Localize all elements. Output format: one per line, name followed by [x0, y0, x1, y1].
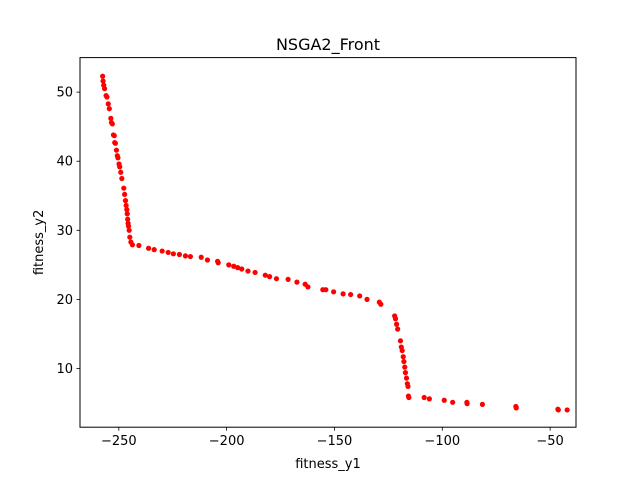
y-tick-label: 20	[56, 293, 73, 308]
y-tick-label: 50	[56, 86, 73, 101]
data-point	[204, 257, 211, 263]
data-point	[405, 383, 411, 390]
data-point	[323, 287, 329, 293]
data-point	[123, 202, 129, 209]
data-point	[273, 276, 280, 282]
data-point	[395, 326, 401, 332]
data-point	[151, 247, 157, 253]
data-point	[464, 401, 470, 407]
data-point	[479, 401, 486, 407]
data-point	[513, 405, 519, 411]
data-point	[402, 370, 409, 376]
data-point	[402, 364, 408, 370]
data-point	[159, 248, 165, 254]
data-point	[125, 216, 131, 222]
data-point	[564, 407, 570, 413]
data-point	[198, 254, 204, 260]
data-point	[111, 133, 117, 139]
data-point	[100, 78, 106, 84]
data-point	[403, 375, 410, 381]
x-tick-label: −200	[209, 434, 245, 449]
y-tick-label: 10	[56, 362, 73, 377]
data-point	[182, 253, 189, 259]
data-point	[450, 399, 456, 405]
data-point	[126, 227, 132, 233]
data-point	[421, 394, 427, 401]
data-point	[401, 358, 407, 365]
data-point	[108, 115, 114, 121]
data-point	[266, 274, 273, 280]
data-point	[426, 396, 432, 402]
data-point	[122, 191, 128, 197]
data-point	[121, 185, 127, 191]
data-point	[357, 293, 363, 299]
data-point	[124, 211, 130, 217]
data-point	[392, 316, 399, 322]
data-point	[245, 268, 251, 274]
data-point	[226, 262, 232, 268]
data-point	[305, 284, 311, 290]
data-point	[340, 291, 346, 297]
data-point	[115, 155, 121, 161]
y-tick-label: 40	[56, 155, 73, 170]
points-layer	[100, 73, 570, 413]
data-point	[400, 354, 406, 360]
data-point	[294, 279, 300, 285]
data-point	[399, 347, 405, 354]
data-point	[129, 242, 135, 248]
data-point	[555, 407, 561, 413]
data-point	[331, 289, 337, 295]
data-point	[348, 291, 354, 298]
data-point	[215, 260, 221, 266]
data-point	[136, 242, 142, 249]
y-axis-label: fitness_y2	[32, 210, 47, 276]
data-point	[262, 272, 268, 278]
data-point	[378, 301, 384, 307]
x-axis-label: fitness_y1	[295, 457, 361, 472]
data-point	[170, 251, 176, 257]
data-point	[393, 321, 400, 327]
x-tick-label: −150	[317, 434, 353, 449]
data-point	[104, 94, 110, 100]
data-point	[112, 140, 118, 146]
data-point	[176, 251, 183, 258]
data-point	[165, 249, 171, 256]
data-point	[187, 253, 194, 260]
y-axis-ticks: 10 20 30 40 50	[56, 86, 80, 377]
data-point	[145, 245, 152, 251]
data-point	[441, 397, 447, 403]
data-point	[124, 206, 130, 213]
data-point	[235, 265, 241, 271]
data-point	[406, 394, 412, 401]
data-point	[125, 223, 132, 229]
data-point	[109, 121, 115, 127]
data-point	[127, 234, 133, 240]
data-point	[113, 147, 120, 153]
data-point	[105, 101, 111, 107]
data-point	[397, 338, 404, 344]
x-axis-ticks: −250 −200 −150 −100 −50	[101, 427, 564, 449]
data-point	[118, 169, 124, 175]
plot-area	[80, 57, 576, 428]
x-tick-label: −50	[536, 434, 563, 449]
chart-title: NSGA2_Front	[276, 35, 380, 55]
x-tick-label: −100	[424, 434, 460, 449]
x-tick-label: −250	[101, 434, 137, 449]
data-point	[122, 198, 129, 204]
data-point	[285, 276, 291, 282]
data-point	[100, 73, 106, 79]
data-point	[364, 296, 370, 302]
data-point	[101, 86, 108, 92]
data-point	[117, 164, 123, 170]
data-point	[106, 106, 112, 112]
plot-frame	[79, 57, 577, 428]
data-point	[119, 175, 125, 182]
y-tick-label: 30	[56, 224, 73, 239]
data-point	[252, 269, 258, 276]
data-point	[239, 266, 245, 272]
